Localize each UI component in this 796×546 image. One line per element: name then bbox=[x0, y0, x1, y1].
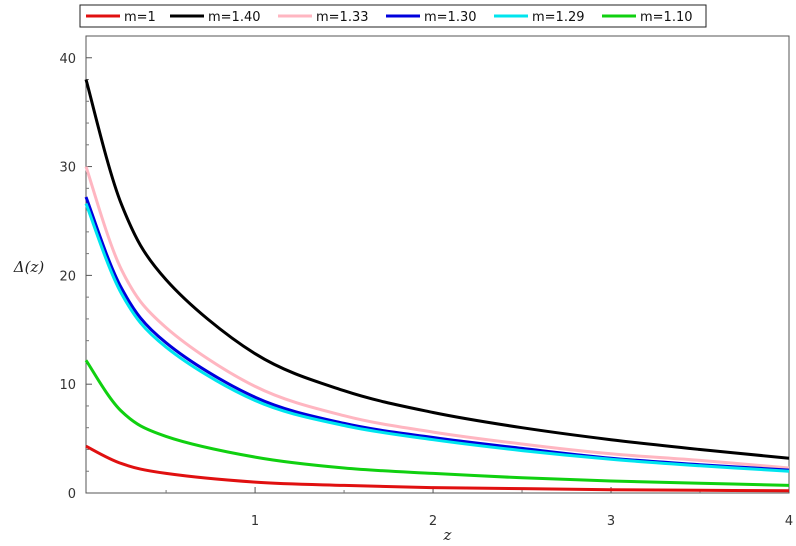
x-tick-label: 1 bbox=[251, 514, 259, 529]
series-line-m-1-40 bbox=[84, 79, 790, 460]
plot-frame bbox=[85, 35, 790, 494]
x-axis-label: z bbox=[443, 526, 452, 544]
series-line-m-1-29 bbox=[84, 203, 790, 473]
y-axis-label: Δ(z) bbox=[13, 258, 45, 276]
x-tick-label: 2 bbox=[429, 514, 437, 529]
legend-label-m-1-33: m=1.33 bbox=[316, 10, 369, 25]
legend-label-m-1-30: m=1.30 bbox=[424, 10, 477, 25]
series-line-m-1 bbox=[85, 444, 790, 493]
series-line-m-1-33 bbox=[84, 166, 790, 470]
legend-label-m-1: m=1 bbox=[124, 10, 156, 25]
legend-label-m-1-29: m=1.29 bbox=[532, 10, 585, 25]
y-tick-label: 30 bbox=[59, 161, 76, 176]
legend-label-m-1-40: m=1.40 bbox=[208, 10, 261, 25]
series-group bbox=[84, 79, 790, 493]
y-tick-label: 40 bbox=[59, 52, 76, 67]
y-tick-label: 0 bbox=[68, 487, 76, 502]
y-tick-label: 20 bbox=[59, 269, 76, 284]
x-tick-label: 4 bbox=[785, 514, 793, 529]
series-line-m-1-10 bbox=[84, 359, 790, 487]
x-tick-label: 3 bbox=[607, 514, 615, 529]
legend-label-m-1-10: m=1.10 bbox=[640, 10, 693, 25]
series-line-m-1-30 bbox=[84, 196, 790, 472]
y-tick-label: 10 bbox=[59, 378, 76, 393]
axes: 0 10 20 30 40 1 2 3 4 bbox=[59, 35, 793, 529]
legend: m=1 m=1.40 m=1.33 m=1.30 m=1.29 m=1.10 bbox=[79, 4, 707, 28]
